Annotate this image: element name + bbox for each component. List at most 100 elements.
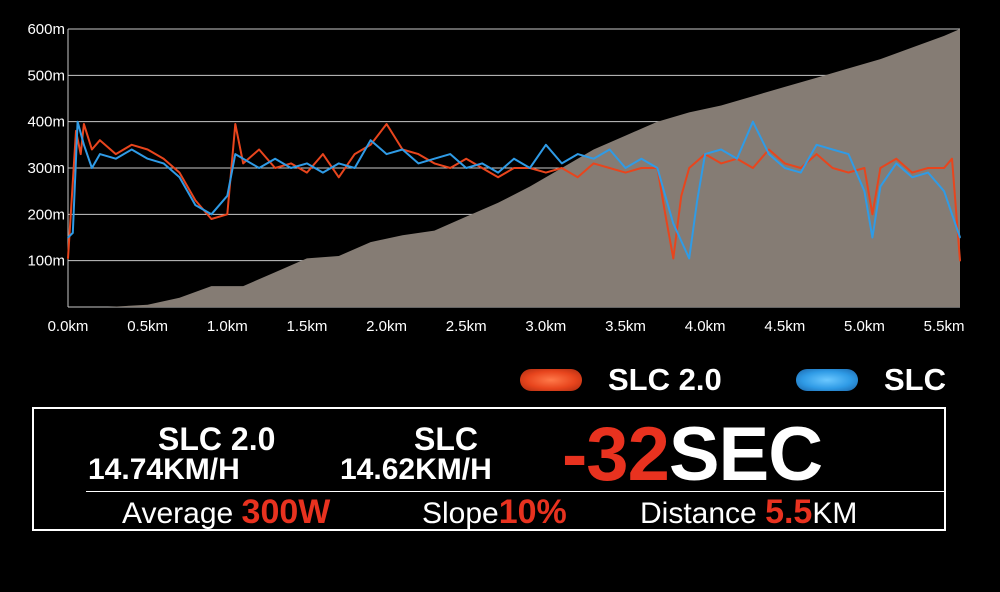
x-tick-label: 4.5km xyxy=(764,318,805,335)
series-point xyxy=(76,120,79,123)
series-point xyxy=(672,257,675,260)
series-point xyxy=(680,195,683,197)
chart-series xyxy=(67,120,961,262)
x-tick-label: 2.0km xyxy=(366,318,407,335)
series-point xyxy=(67,236,69,239)
series-point xyxy=(194,204,197,206)
series-point xyxy=(545,171,547,174)
rider-speed: 14.74KM/H xyxy=(88,453,240,486)
series-point xyxy=(656,167,659,169)
series-point xyxy=(959,236,961,239)
stat-value: 10% xyxy=(498,493,567,531)
series-point xyxy=(234,153,237,155)
legend-swatch-red xyxy=(520,369,582,391)
series-point xyxy=(752,120,754,123)
series-point xyxy=(83,144,85,146)
series-point xyxy=(561,162,563,165)
series-point xyxy=(497,176,499,179)
rider-swatch-blue xyxy=(340,431,408,453)
series-point xyxy=(353,153,356,155)
series-point xyxy=(162,162,165,165)
elevation-area xyxy=(68,29,960,307)
stat-average-power: Average 300W xyxy=(122,495,330,531)
x-tick-label: 5.0km xyxy=(844,318,885,335)
series-point xyxy=(688,167,690,169)
series-point xyxy=(784,162,786,165)
series-point xyxy=(130,144,133,146)
series-point xyxy=(67,257,69,260)
x-tick-label: 0.5km xyxy=(127,318,168,335)
rider-slc: SLC 14.62KM/H xyxy=(340,423,492,485)
series-point xyxy=(959,259,961,262)
series-point xyxy=(72,232,74,234)
series-point xyxy=(879,167,882,169)
series-point xyxy=(871,236,874,239)
series-point xyxy=(951,157,953,160)
series-point xyxy=(449,167,452,169)
series-point xyxy=(951,213,953,216)
y-tick-label: 300m xyxy=(27,160,65,177)
series-point xyxy=(194,199,197,202)
series-point xyxy=(927,171,929,174)
stat-distance: Distance 5.5KM xyxy=(640,495,857,531)
series-point xyxy=(338,176,340,179)
legend-item-slc2: SLC 2.0 xyxy=(520,360,722,400)
series-point xyxy=(290,167,292,169)
series-point xyxy=(274,157,276,160)
series-point xyxy=(592,162,595,165)
series-point xyxy=(799,167,802,169)
series-point xyxy=(561,167,563,169)
series-point xyxy=(576,176,579,179)
series-point xyxy=(847,171,850,174)
series-point xyxy=(768,153,770,155)
series-point xyxy=(290,162,292,165)
series-point xyxy=(576,153,579,155)
summary-divider xyxy=(86,491,946,492)
series-point xyxy=(688,257,690,260)
series-point xyxy=(226,195,229,197)
series-point xyxy=(911,171,913,174)
stat-label: Average xyxy=(122,497,234,530)
legend-label: SLC xyxy=(884,362,946,397)
stat-unit: KM xyxy=(812,497,858,530)
series-point xyxy=(417,162,420,165)
series-point xyxy=(322,153,324,155)
stat-value: 5.5 xyxy=(765,493,813,531)
series-point xyxy=(608,167,611,169)
series-point xyxy=(369,144,372,146)
series-point xyxy=(210,213,213,216)
series-point xyxy=(481,162,483,165)
series-point xyxy=(720,162,722,165)
series-point xyxy=(91,167,93,169)
summary-panel: SLC 2.0 14.74KM/H SLC 14.62KM/H -32SEC A… xyxy=(32,407,946,531)
series-point xyxy=(768,148,770,151)
series-point xyxy=(242,157,244,160)
series-point xyxy=(815,153,818,155)
series-point xyxy=(863,167,866,169)
series-point xyxy=(242,162,244,165)
x-tick-label: 0.0km xyxy=(48,318,89,335)
series-point xyxy=(274,167,276,169)
x-tick-label: 4.0km xyxy=(685,318,726,335)
series-point xyxy=(608,148,611,151)
series-point xyxy=(401,148,404,151)
rider-swatch-red xyxy=(84,431,152,453)
series-point xyxy=(258,167,260,169)
stat-label: Slope xyxy=(422,497,499,530)
series-point xyxy=(99,153,101,155)
series-point xyxy=(79,153,82,155)
x-tick-label: 5.5km xyxy=(924,318,965,335)
series-point xyxy=(624,171,627,174)
y-axis-labels: 100m 200m 300m 400m 500m 600m xyxy=(27,21,65,270)
series-point xyxy=(322,171,324,174)
series-point xyxy=(831,167,834,169)
series-point xyxy=(226,213,229,216)
y-tick-label: 400m xyxy=(27,114,65,131)
time-difference: -32SEC xyxy=(562,413,823,497)
x-tick-label: 1.5km xyxy=(286,318,327,335)
series-point xyxy=(481,167,483,169)
series-point xyxy=(433,162,436,165)
x-tick-label: 3.5km xyxy=(605,318,646,335)
series-point xyxy=(433,157,436,160)
series-point xyxy=(911,176,913,179)
